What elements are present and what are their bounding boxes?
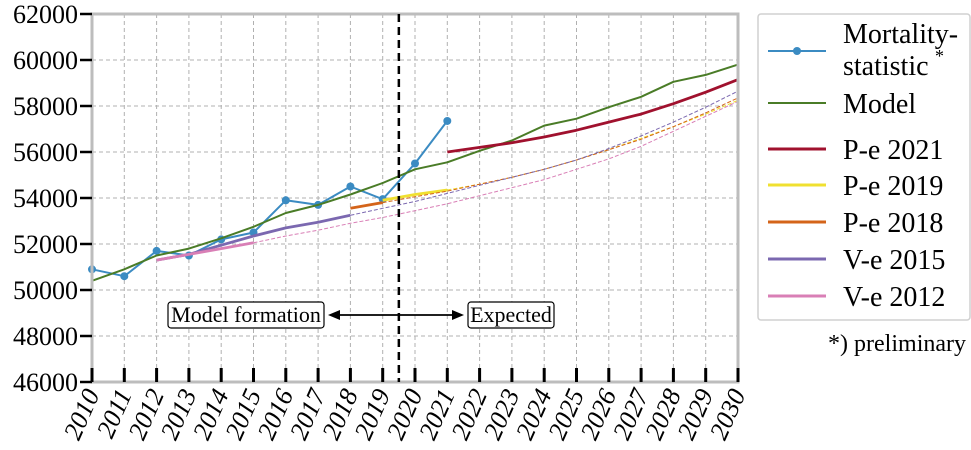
legend-label-6: V-e 2012 (843, 282, 945, 313)
legend-label-1: Model (843, 89, 916, 120)
series-projection-5 (350, 90, 739, 216)
annotation-expected-label: Expected (470, 302, 552, 327)
data-point (346, 182, 355, 191)
y-tick-label: 48000 (13, 322, 78, 351)
series-layer (88, 63, 739, 282)
legend-label-3: P-e 2019 (843, 171, 943, 202)
annotation-expected: Expected (467, 301, 555, 329)
annotation-model-formation-label: Model formation (171, 302, 321, 327)
series-line-4 (350, 201, 383, 210)
data-point (411, 159, 419, 168)
annotation-model-formation: Model formation (167, 301, 325, 329)
legend-label-4: P-e 2018 (843, 208, 943, 239)
legend-box (757, 13, 971, 321)
series-line-1 (91, 63, 739, 282)
annotations: Model formation Expected (167, 14, 555, 382)
data-point (281, 196, 290, 205)
y-tick-label: 52000 (13, 230, 78, 259)
y-tick-label: 56000 (13, 138, 78, 167)
y-tick-label: 58000 (13, 92, 78, 121)
series-projection-6 (253, 100, 739, 244)
arrow-head-right (452, 310, 464, 320)
series-line-0 (91, 120, 449, 278)
legend-label-mortality-mark: * (935, 46, 944, 66)
y-tick-label: 54000 (13, 184, 78, 213)
series-projection-4 (382, 97, 739, 204)
data-point (443, 116, 452, 125)
y-tick-label: 62000 (13, 0, 78, 29)
footnote: *) preliminary (828, 331, 966, 357)
legend: Mortality-statistic * Model P-e 2021 P-e 201… (757, 13, 971, 357)
grid (92, 14, 738, 382)
annotation-expected-box (467, 301, 555, 329)
series-line-6 (156, 241, 254, 262)
y-tick-label: 50000 (13, 276, 78, 305)
annotation-model-formation-box (167, 301, 325, 329)
legend-marker (793, 47, 801, 55)
axes: 46000 48000 50000 52000 54000 56000 58000 60000… (13, 0, 751, 444)
arrow-head-left (328, 310, 340, 320)
y-tick-label: 46000 (13, 368, 78, 397)
legend-label-mortality-line2: statistic (843, 51, 929, 82)
y-tick-label: 60000 (13, 46, 78, 75)
legend-label-5: V-e 2015 (843, 245, 945, 276)
data-point (152, 246, 161, 255)
legend-label-mortality-line1: Mortality- (843, 19, 958, 50)
series-line-3 (382, 188, 448, 202)
data-point (120, 272, 129, 281)
legend-label-2: P-e 2021 (843, 135, 943, 166)
series-line-2 (447, 78, 739, 154)
